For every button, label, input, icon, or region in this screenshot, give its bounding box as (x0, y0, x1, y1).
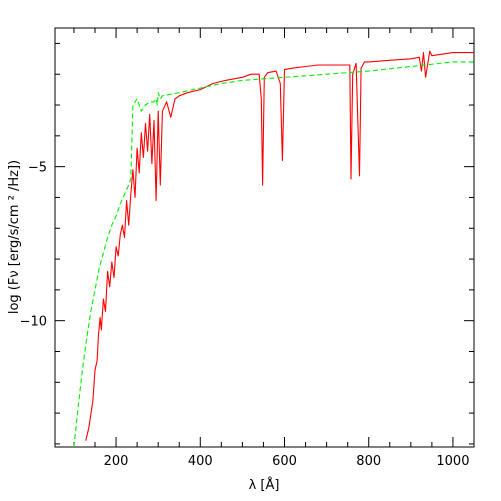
model-spectrum-line (73, 61, 474, 448)
x-tick-label: 200 (104, 454, 129, 469)
plot-frame (54, 27, 475, 448)
x-tick-label: 800 (356, 454, 381, 469)
tick-labels: 200 400 600 800 1000 −5 −10 (20, 161, 470, 469)
y-tick-label: −10 (20, 315, 47, 330)
series-layer (73, 50, 474, 448)
y-axis-title: log (Fν [erg/s/cm ² /Hz]) (7, 160, 22, 314)
x-tick-label: 600 (272, 454, 297, 469)
y-tick-label: −5 (28, 161, 47, 176)
axis-ticks (55, 28, 475, 447)
x-tick-label: 1000 (436, 454, 469, 469)
x-tick-label: 400 (188, 454, 213, 469)
observed-spectrum-line (85, 50, 474, 441)
x-axis-title: λ [Å] (249, 477, 280, 493)
